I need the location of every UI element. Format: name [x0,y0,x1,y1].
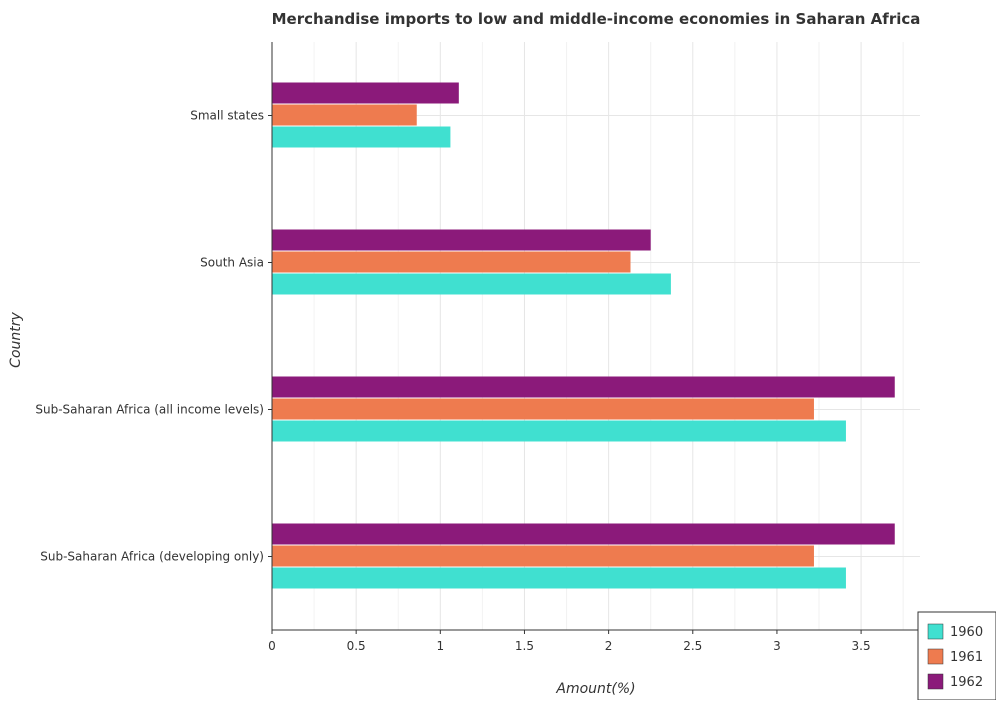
bar-1960-1 [272,273,671,295]
legend-label-1960: 1960 [950,625,983,640]
legend-swatch-1961 [927,648,944,665]
axes: Small states South Asia Sub-Saharan Africa… [35,42,920,653]
chart-title: Merchandise imports to low and middle-in… [272,10,921,28]
bar-1962-3 [272,523,895,545]
y-tick-label: South Asia [200,256,264,270]
bar-1961-1 [272,251,631,273]
bar-1961-0 [272,104,417,126]
bar-1962-2 [272,376,895,398]
y-tick-label: Small states [190,109,264,123]
x-tick-label: 1 [436,639,444,653]
x-tick-label: 2 [605,639,613,653]
legend: 1960 1961 1962 [917,611,996,701]
x-tick-label: 1.5 [515,639,534,653]
bar-1960-2 [272,420,846,442]
x-tick-label: 0.5 [347,639,366,653]
bar-1960-0 [272,126,451,148]
bar-1961-2 [272,398,814,420]
legend-swatch-1960 [927,623,944,640]
bar-1961-3 [272,545,814,567]
bars [272,82,895,589]
legend-label-1961: 1961 [950,650,983,665]
legend-label-1962: 1962 [950,675,983,690]
x-tick-label: 3.5 [852,639,871,653]
x-tick-label: 3 [773,639,781,653]
y-axis-label: Country [8,311,24,367]
x-tick-label: 0 [268,639,276,653]
legend-swatch-1962 [927,673,944,690]
bar-1962-0 [272,82,459,104]
y-tick-label: Sub-Saharan Africa (all income levels) [35,403,264,417]
y-tick-label: Sub-Saharan Africa (developing only) [40,550,264,564]
bar-1962-1 [272,229,651,251]
bar-1960-3 [272,567,846,589]
x-tick-label: 2.5 [683,639,702,653]
x-axis-label: Amount(%) [555,681,635,697]
